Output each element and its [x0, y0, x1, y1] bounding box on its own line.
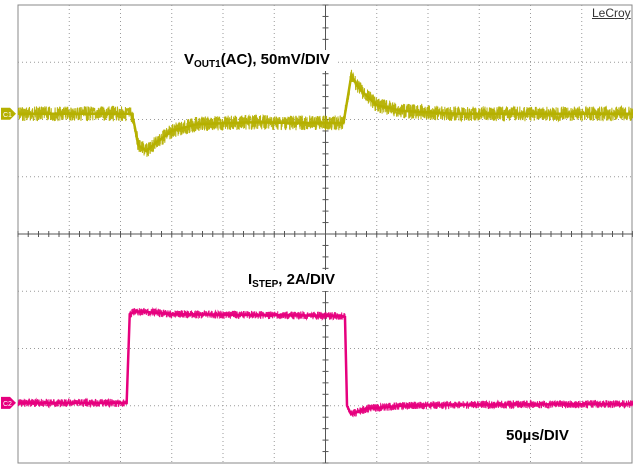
- istep-label: ISTEP, 2A/DIV: [242, 270, 341, 291]
- istep-label-rest: , 2A/DIV: [278, 271, 335, 288]
- brand-logo: LeCroy: [592, 6, 631, 20]
- vout1-label-main: V: [184, 51, 195, 68]
- vout1-label: VOUT1(AC), 50mV/DIV: [178, 50, 336, 71]
- trace-core-c2: [18, 310, 633, 416]
- traces: [17, 69, 633, 418]
- channel-marker-c2: [1, 396, 16, 409]
- channel-markers: C1 C2: [1, 107, 16, 409]
- istep-label-main: I: [248, 271, 253, 288]
- channel-marker-c1: [1, 107, 16, 120]
- channel-marker-label-c2: C2: [3, 401, 12, 408]
- trace-core-c1: [18, 73, 633, 153]
- vout1-label-rest: (AC), 50mV/DIV: [220, 51, 330, 68]
- graticule: [17, 4, 633, 464]
- trace-c1: [17, 69, 633, 157]
- channel-marker-label-c1: C1: [3, 112, 12, 119]
- time-per-div-label: 50µs/DIV: [502, 426, 573, 445]
- vout1-label-sub: OUT1: [194, 59, 221, 70]
- istep-label-sub: STEP: [252, 279, 279, 290]
